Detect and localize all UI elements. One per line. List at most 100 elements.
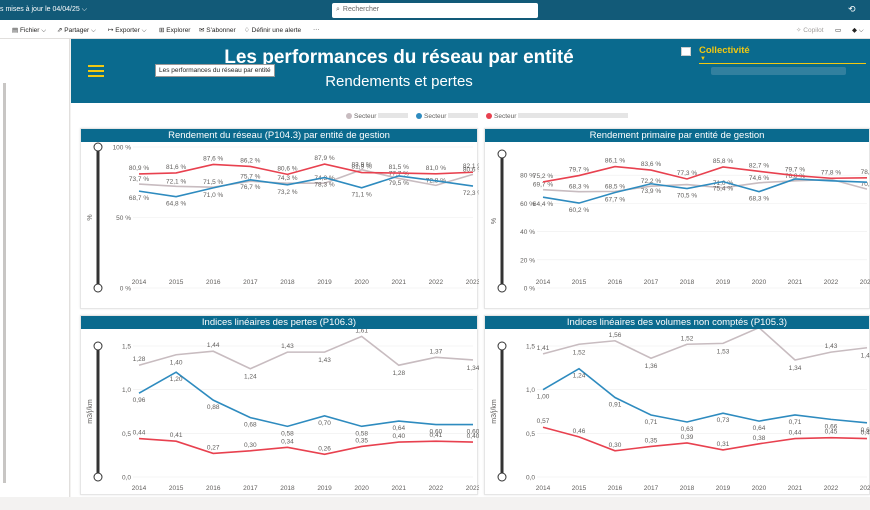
subscribe-button[interactable]: ✉ S'abonner (199, 27, 236, 34)
data-label: 1,43 (825, 343, 838, 350)
x-tick-label: 2023 (466, 279, 479, 286)
data-label: 0,88 (207, 404, 220, 411)
x-tick-label: 2021 (392, 485, 407, 492)
more-options-button[interactable]: ··· (313, 26, 320, 33)
data-label: 64,4 % (533, 201, 553, 208)
data-label: 0,62 (861, 427, 870, 434)
data-label: 0,57 (537, 418, 550, 425)
copilot-icon[interactable]: ⟲ (848, 4, 856, 14)
data-label: 0,66 (825, 423, 838, 430)
collectivite-slicer[interactable]: Collectivité ▼ (681, 45, 866, 75)
update-chevron-icon[interactable]: ⌵ (81, 6, 88, 13)
y-tick-label: 0,0 (122, 475, 131, 482)
data-label: 0,58 (355, 430, 368, 437)
x-tick-label: 2015 (169, 485, 184, 492)
data-label: 0,40 (392, 433, 405, 440)
x-tick-label: 2020 (752, 485, 767, 492)
pages-pane (0, 39, 70, 510)
series-line-2 (542, 426, 868, 452)
report-subtitle: Rendements et pertes (325, 73, 473, 90)
data-label: 1,53 (717, 348, 730, 355)
series-line-1 (138, 175, 474, 198)
legend-item-s2[interactable]: Secteur (416, 113, 479, 120)
x-tick-label: 2023 (860, 279, 870, 286)
x-tick-label: 2014 (536, 279, 551, 286)
data-label: 1,24 (244, 374, 257, 381)
chart-title: Indices linéaires des volumes non compté… (485, 316, 869, 329)
data-label: 83,9 % (352, 162, 372, 169)
search-input[interactable]: ⌕ Rechercher (332, 3, 538, 18)
y-tick-label: 20 % (520, 257, 535, 264)
chart-title: Indices linéaires des pertes (P106.3) (81, 316, 477, 329)
data-label: 76,7 % (240, 184, 260, 191)
slicer-underline (699, 63, 866, 64)
range-slider-handle-top (497, 341, 507, 351)
export-button[interactable]: ↦ Exporter ⌵ (108, 27, 147, 34)
data-label: 0,40 (467, 433, 479, 440)
file-menu[interactable]: ▤ Fichier ⌵ (12, 27, 47, 34)
slicer-caret-icon[interactable]: ▼ (700, 56, 706, 62)
data-label: 70,1 (861, 181, 870, 188)
legend-item-s3[interactable]: Secteur (486, 113, 629, 120)
chart-legend: Secteur Secteur Secteur (71, 111, 870, 123)
x-tick-label: 2017 (243, 485, 258, 492)
series-line-0 (138, 168, 474, 188)
data-label: 1,20 (170, 376, 183, 383)
bookmark-icon[interactable]: ◆ ⌵ (852, 27, 864, 34)
y-tick-label: 1,5 (526, 344, 535, 351)
data-label: 1,37 (430, 348, 443, 355)
data-label: 77,8 % (821, 169, 841, 176)
range-slider-handle-bottom (497, 472, 507, 482)
range-slider-handle-bottom (93, 283, 103, 293)
legend-item-s1[interactable]: Secteur (346, 113, 409, 120)
y-tick-label: 80 % (520, 173, 535, 180)
data-label: 1,48 (861, 353, 870, 360)
hamburger-menu-icon[interactable] (88, 65, 104, 77)
series-line-1 (542, 367, 868, 424)
x-tick-label: 2023 (860, 485, 870, 492)
data-label: 81,9 % (352, 164, 372, 171)
series-line-2 (138, 163, 474, 176)
data-label: 73,2 % (277, 189, 297, 196)
y-axis-label: m3/j/km (491, 399, 498, 424)
data-label: 1,52 (681, 335, 694, 342)
series-line-0 (138, 335, 474, 370)
data-label: 0,41 (170, 432, 183, 439)
data-label: 74,6 % (749, 175, 769, 182)
data-label: 72,3 % (463, 190, 479, 197)
y-tick-label: 1,5 (122, 344, 131, 351)
x-tick-label: 2019 (716, 279, 731, 286)
set-alert-button[interactable]: ♢ Définir une alerte (244, 27, 302, 34)
x-tick-label: 2021 (788, 279, 803, 286)
data-label: 79,7 % (785, 167, 805, 174)
x-tick-label: 2014 (132, 485, 147, 492)
data-label: 68,3 % (569, 184, 589, 191)
data-label: 78,3 % (314, 182, 334, 189)
range-slider-handle-top (93, 142, 103, 152)
comment-icon[interactable]: ▭ (835, 27, 842, 34)
x-tick-label: 2017 (644, 485, 659, 492)
report-title: Les performances du réseau par entité (224, 47, 574, 68)
data-label: 75,4 % (713, 186, 733, 193)
y-tick-label: 1,0 (122, 387, 131, 394)
share-button[interactable]: ⇗ Partager ⌵ (57, 27, 96, 34)
data-label: 78,1 (861, 169, 870, 176)
series-line-1 (138, 371, 473, 428)
chart-title: Rendement primaire par entité de gestion (485, 129, 869, 142)
data-label: 79,7 % (569, 167, 589, 174)
data-label: 1,56 (609, 332, 622, 339)
slicer-checkbox[interactable] (681, 47, 691, 56)
copilot-button: ✧ Copilot (796, 27, 824, 34)
data-label: 0,91 (609, 402, 622, 409)
data-label: 80,6 % (277, 165, 297, 172)
x-tick-label: 2022 (824, 279, 839, 286)
explore-button[interactable]: ⊞ Explorer (159, 27, 191, 34)
x-tick-label: 2019 (716, 485, 731, 492)
chart-rendement-reseau: Rendement du réseau (P104.3) par entité … (80, 128, 479, 309)
data-label: 1,41 (537, 345, 550, 352)
chart-indices-volumes: Indices linéaires des volumes non compté… (484, 315, 870, 495)
data-label: 0,41 (430, 432, 443, 439)
pane-scrollbar[interactable] (3, 83, 6, 483)
data-label: 1,00 (537, 394, 550, 401)
range-slider-handle-bottom (93, 472, 103, 482)
